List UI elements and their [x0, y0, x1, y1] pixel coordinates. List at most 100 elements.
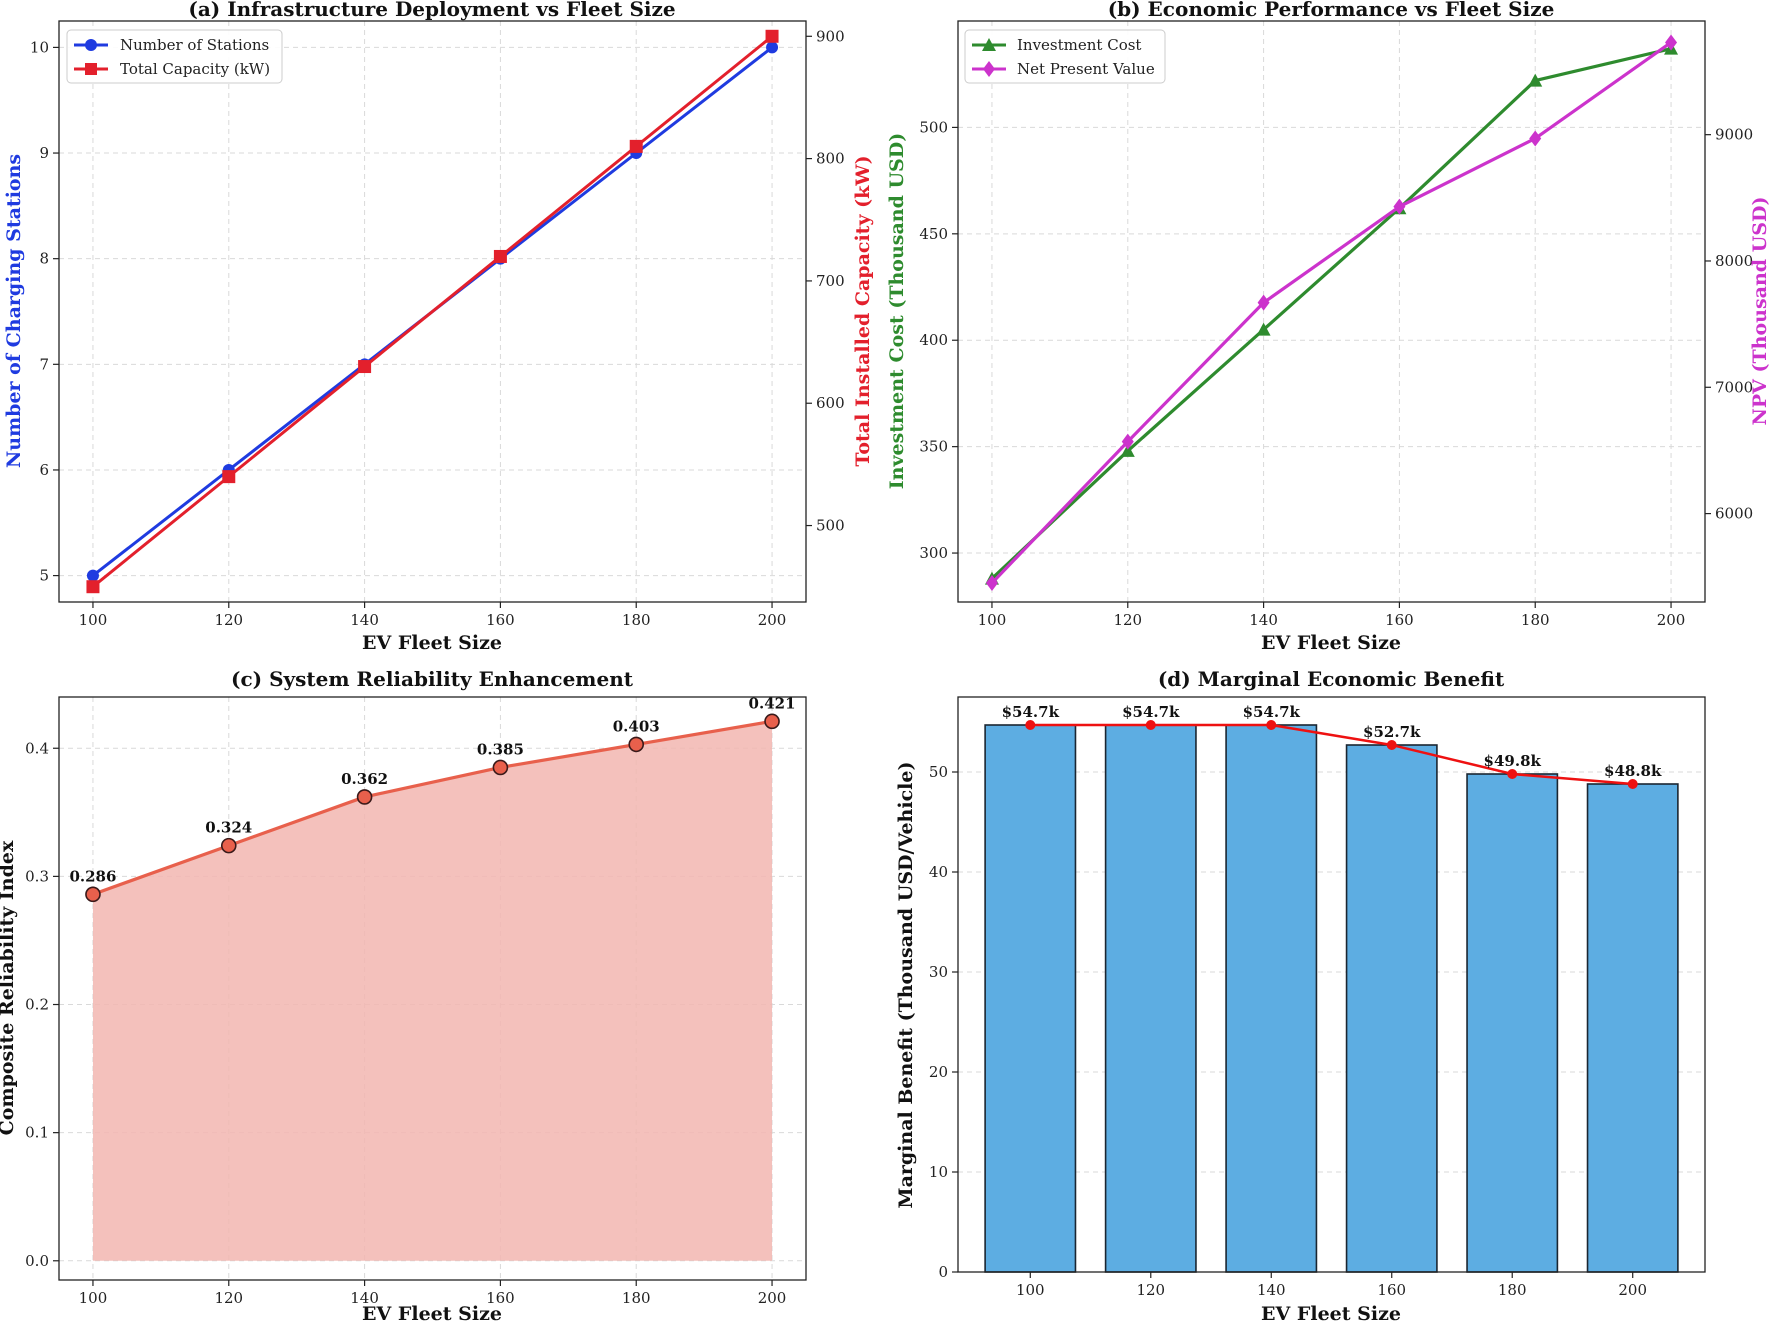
panel-c-x-ticks: 100 120 140 160 180 200: [79, 1280, 787, 1307]
x-tick-label: 140: [1249, 611, 1278, 629]
npv-point: [1529, 130, 1542, 147]
panel-b-marks: [984, 34, 1679, 592]
panel-b-frame: [957, 20, 1706, 603]
investment-point: [1528, 73, 1543, 87]
benefit-data-label: $49.8k: [1484, 752, 1542, 770]
panel-a-legend-box: [66, 29, 283, 84]
y-tick-label: 20: [929, 1063, 948, 1081]
reliability-area: [92, 721, 773, 1261]
panel-b-title: (b) Economic Performance vs Fleet Size: [1108, 0, 1555, 21]
reliability-data-label: 0.385: [477, 740, 524, 758]
y-tick-label: 450: [919, 225, 948, 243]
panel-a-frame: [58, 20, 807, 603]
reliability-line: [92, 719, 773, 896]
panel-a-gridlines: [59, 21, 806, 602]
benefit-data-label: $54.7k: [1002, 703, 1060, 721]
stations-point: [766, 41, 779, 54]
npv-point: [1665, 34, 1678, 51]
y-tick-label: 6: [39, 461, 49, 479]
x-tick-label: 200: [1657, 611, 1686, 629]
y-right-tick-label: 900: [816, 27, 845, 45]
y-tick-label: 300: [919, 544, 948, 562]
y-tick-label: 10: [929, 1163, 948, 1181]
legend-label-capacity: Total Capacity (kW): [120, 60, 270, 78]
panel-a-x-ticks: 100 120 140 160 180 200: [79, 602, 786, 629]
panel-b-legend: Investment Cost Net Present Value: [964, 29, 1166, 84]
x-tick-label: 100: [79, 1289, 108, 1307]
investment-point: [1256, 322, 1271, 336]
x-tick-label: 100: [1016, 1281, 1045, 1299]
panel-c-marks: 0.286 0.324 0.362 0.385 0.403 0.421: [69, 694, 796, 1261]
capacity-point: [493, 249, 507, 263]
x-tick-label: 120: [1113, 611, 1142, 629]
panel-d-y-ticks: 0 10 20 30 40 50: [929, 763, 958, 1281]
x-tick-label: 100: [79, 611, 108, 629]
npv-line: [990, 41, 1672, 585]
y-tick-label: 0.1: [25, 1124, 49, 1142]
investment-point: [1120, 443, 1135, 457]
benefit-bar: [1345, 744, 1438, 1273]
benefit-trend-point: [1025, 720, 1036, 730]
x-tick-label: 160: [1385, 611, 1414, 629]
panel-d-x-ticks: 100 120 140 160 180 200: [1016, 1272, 1647, 1299]
capacity-point: [629, 139, 643, 153]
panel-c-x-axis-label: EV Fleet Size: [362, 1303, 502, 1321]
x-tick-label: 180: [622, 611, 651, 629]
panel-a-legend: Number of Stations Total Capacity (kW): [66, 29, 283, 84]
x-tick-label: 180: [622, 1289, 651, 1307]
reliability-data-label: 0.286: [69, 867, 116, 885]
y-tick-label: 9: [39, 144, 49, 162]
x-tick-label: 160: [1377, 1281, 1406, 1299]
capacity-point: [222, 470, 236, 484]
y-right-tick-label: 8000: [1715, 252, 1753, 270]
x-tick-label: 200: [758, 1289, 787, 1307]
panel-c-y-axis-label: Composite Reliability Index: [0, 840, 18, 1135]
panel-b-y-axis-label: Investment Cost (Thousand USD): [886, 133, 908, 490]
panel-b-y-axis-label-right: NPV (Thousand USD): [1749, 197, 1771, 426]
y-tick-label: 5: [39, 567, 49, 585]
y-right-tick-label: 9000: [1715, 126, 1753, 144]
reliability-point: [356, 789, 373, 805]
x-tick-label: 160: [486, 1289, 515, 1307]
panel-d: $54.7k $54.7k $54.7k$52.7k$49.8k$48.8k 100…: [895, 667, 1706, 1321]
npv-point: [1121, 433, 1134, 450]
x-tick-label: 160: [486, 611, 515, 629]
panel-b: 100 120 140 160 180 200 300 350 400 450 500 6000 7…: [886, 0, 1771, 654]
benefit-bar: [1586, 783, 1679, 1273]
x-tick-label: 120: [214, 611, 243, 629]
legend-marker-capacity: [85, 63, 97, 75]
panel-a-y-axis-label-right: Total Installed Capacity (kW): [852, 155, 874, 466]
y-right-tick-label: 6000: [1715, 505, 1753, 523]
benefit-trend-line: [1030, 723, 1633, 786]
reliability-point: [492, 759, 509, 776]
y-tick-label: 0.3: [25, 867, 49, 885]
panel-d-frame: [957, 696, 1706, 1273]
panel-a-y-ticks-right: 500 600 700 800 900: [806, 27, 845, 535]
panel-b-y-ticks-right: 6000 7000 8000 9000: [1705, 126, 1753, 523]
benefit-trend-point: [1145, 720, 1156, 730]
benefit-data-label: $52.7k: [1363, 723, 1421, 741]
reliability-data-label: 0.421: [749, 694, 796, 712]
legend-label-stations: Number of Stations: [120, 36, 269, 54]
benefit-trend-point: [1507, 769, 1518, 779]
x-tick-label: 140: [350, 1289, 379, 1307]
panel-a-title: (a) Infrastructure Deployment vs Fleet S…: [188, 0, 675, 21]
reliability-point: [628, 736, 645, 753]
x-tick-label: 140: [1257, 1281, 1286, 1299]
npv-point: [1393, 198, 1406, 215]
panel-c-title: (c) System Reliability Enhancement: [231, 667, 634, 691]
benefit-bar: [1466, 773, 1559, 1273]
reliability-data-label: 0.324: [205, 819, 252, 837]
panel-a-y-ticks: 5 6 7 8 9 10: [30, 38, 59, 585]
legend-label-investment: Investment Cost: [1017, 36, 1141, 54]
y-tick-label: 350: [919, 438, 948, 456]
legend-marker-stations: [85, 39, 97, 51]
y-right-tick-label: 600: [816, 394, 845, 412]
y-tick-label: 7: [39, 355, 49, 373]
capacity-point: [86, 580, 100, 594]
y-tick-label: 8: [39, 250, 49, 268]
panel-d-title: (d) Marginal Economic Benefit: [1158, 667, 1505, 691]
x-tick-label: 100: [978, 611, 1007, 629]
legend-marker-investment: [982, 38, 996, 51]
npv-point: [1257, 294, 1270, 311]
